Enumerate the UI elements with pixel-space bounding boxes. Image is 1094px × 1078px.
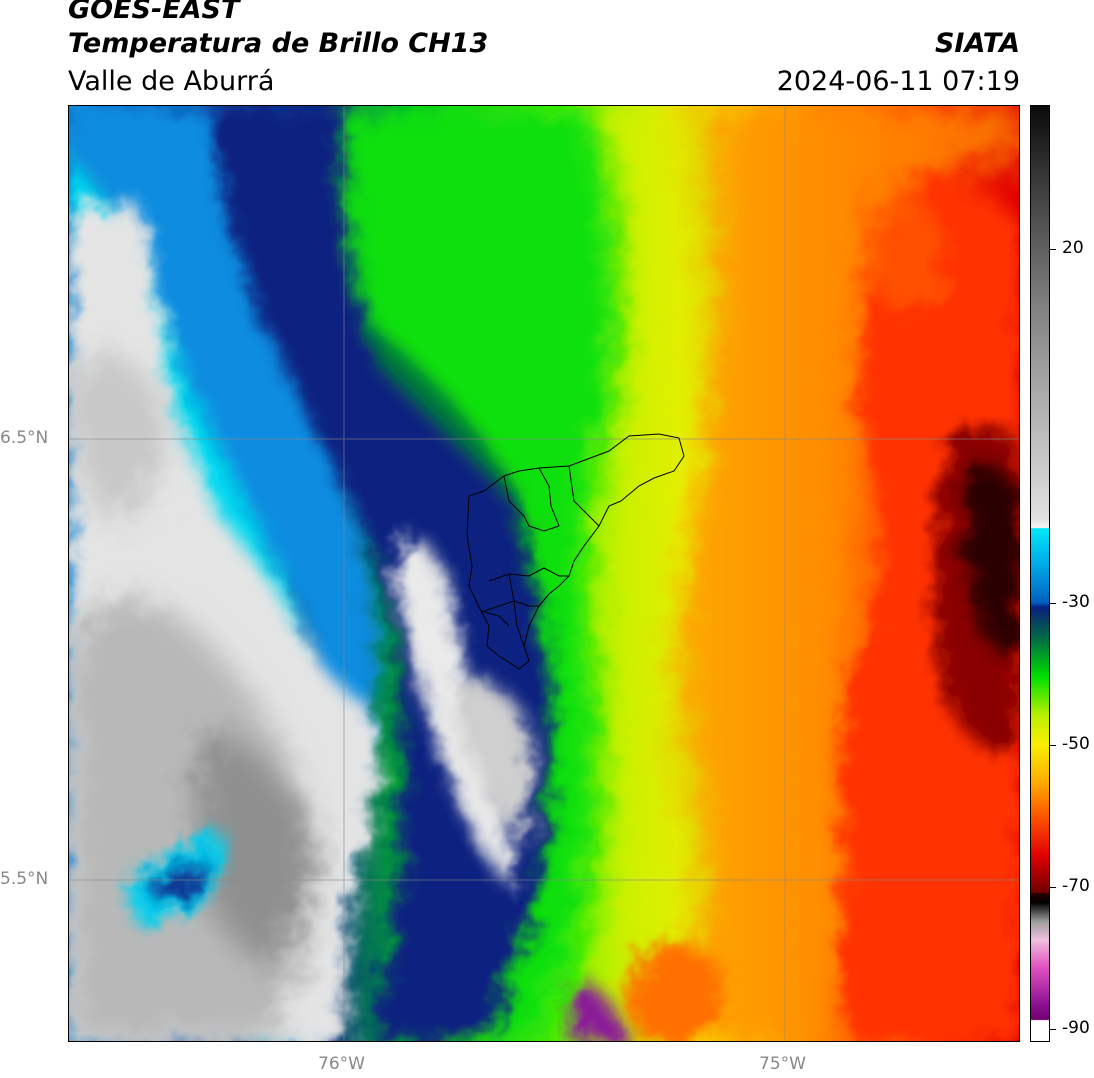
brightness-temperature-map — [68, 105, 1020, 1042]
colorbar-tick-minus90 — [1050, 1029, 1056, 1030]
colorbar-label-minus50: -50 — [1062, 734, 1090, 754]
lon-label-75w: 75°W — [759, 1054, 806, 1074]
municipal-boundaries — [466, 433, 685, 670]
colorbar-tick-minus70 — [1050, 887, 1056, 888]
colorbar-canvas — [1031, 106, 1049, 1041]
satellite-title: GOES-EAST — [68, 0, 240, 25]
colorbar-gradient — [1031, 106, 1049, 1041]
organization-label: SIATA — [934, 28, 1020, 59]
colorbar-label-20: 20 — [1062, 238, 1084, 258]
lon-label-76w: 76°W — [318, 1054, 365, 1074]
lat-label-6-5: 6.5°N — [0, 428, 49, 448]
colorbar-tick-20 — [1050, 249, 1056, 250]
colorbar-label-minus70: -70 — [1062, 876, 1090, 896]
datetime-label: 2024-06-11 07:19 — [776, 66, 1020, 97]
temperature-colorbar — [1030, 105, 1050, 1042]
region-title: Valle de Aburrá — [68, 66, 275, 97]
graticule — [69, 106, 1019, 1041]
colorbar-label-minus90: -90 — [1062, 1018, 1090, 1038]
product-title: Temperatura de Brillo CH13 — [68, 28, 489, 59]
colorbar-tick-minus30 — [1050, 603, 1056, 604]
colorbar-label-minus30: -30 — [1062, 592, 1090, 612]
lat-label-5-5: 5.5°N — [0, 869, 49, 889]
colorbar-tick-minus50 — [1050, 745, 1056, 746]
map-canvas — [69, 106, 1019, 1041]
